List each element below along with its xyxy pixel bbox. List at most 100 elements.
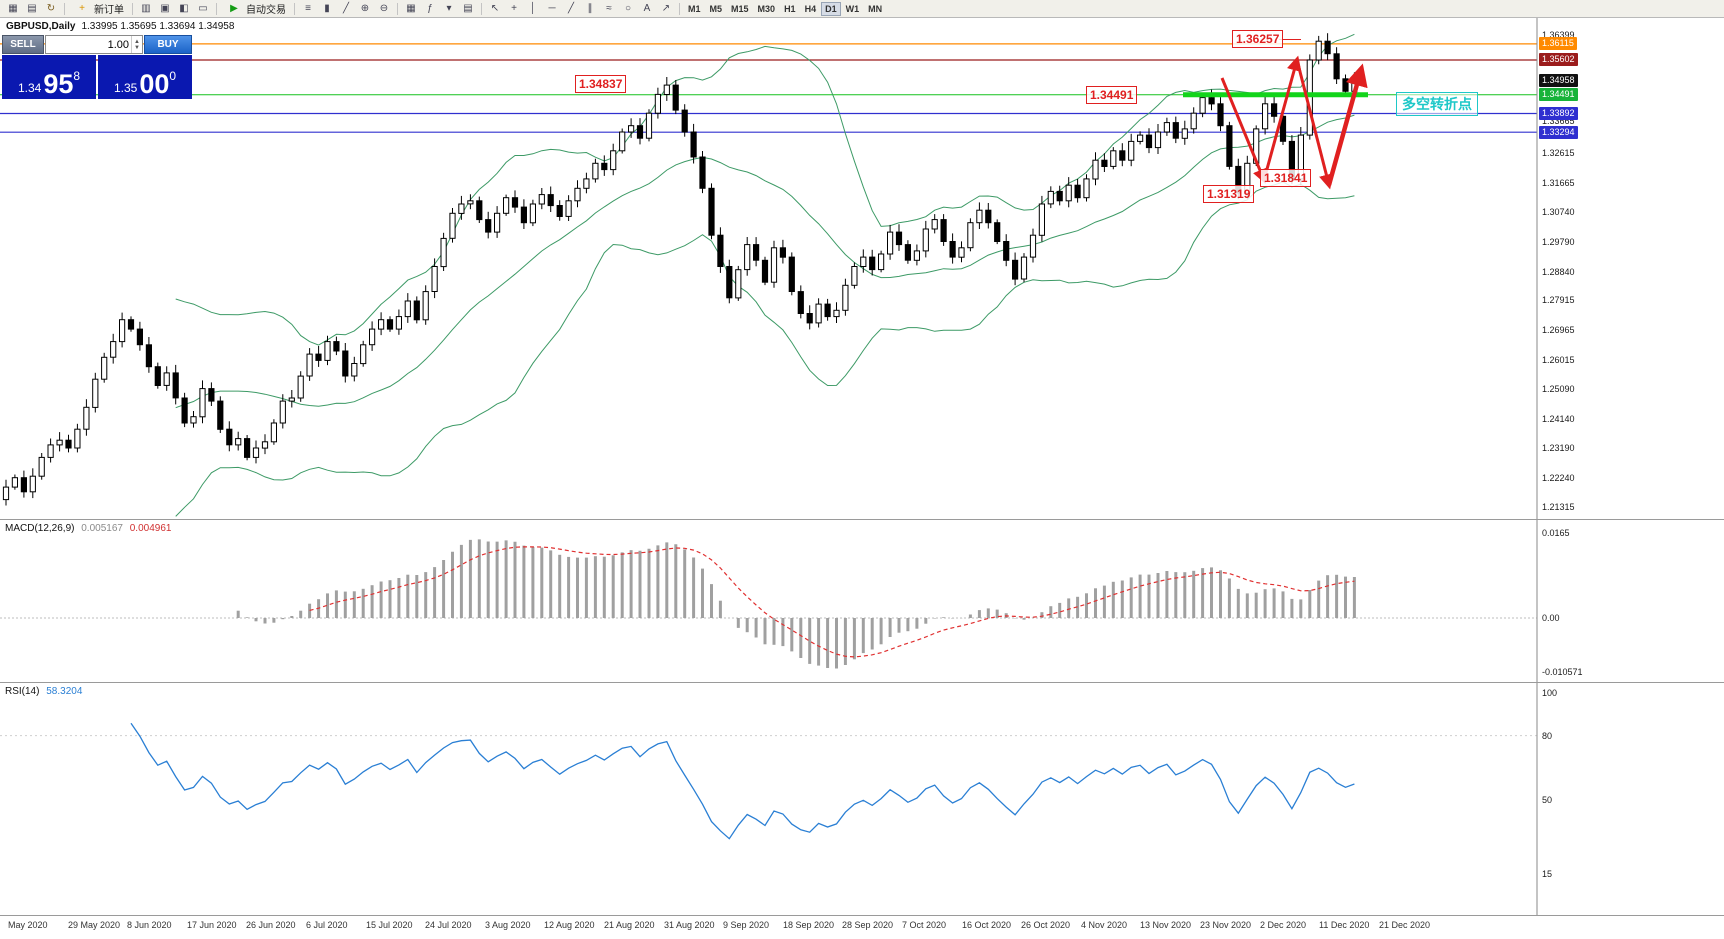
fibonacci-icon[interactable]: ≈ bbox=[606, 2, 612, 14]
timeframe-M1[interactable]: M1 bbox=[684, 1, 705, 16]
price-axis-label: 1.25090 bbox=[1542, 384, 1575, 394]
candle-body bbox=[136, 328, 144, 346]
candle-body bbox=[1029, 234, 1037, 258]
candle-body bbox=[395, 316, 402, 330]
timeframe-H4[interactable]: H4 bbox=[800, 1, 821, 16]
channel-icon[interactable]: ∥ bbox=[587, 2, 593, 14]
date-axis-label: May 2020 bbox=[8, 920, 48, 930]
indicators-icon[interactable]: ƒ bbox=[427, 2, 433, 14]
periods-icon[interactable]: ▾ bbox=[446, 2, 452, 14]
autotrading-icon: ▶ bbox=[230, 2, 238, 14]
timeframe-M30[interactable]: M30 bbox=[753, 1, 780, 16]
candle-body bbox=[449, 212, 456, 239]
toolbar-separator bbox=[64, 2, 65, 15]
candle-body bbox=[797, 291, 804, 315]
candle-body bbox=[101, 356, 108, 380]
candle-body bbox=[636, 125, 644, 139]
date-axis-label: 6 Jul 2020 bbox=[306, 920, 348, 930]
annotation-layer: 1.36257 1.34837 1.34491 1.31841 1.31319 bbox=[0, 18, 1724, 519]
timeframe-MN[interactable]: MN bbox=[864, 1, 887, 16]
ellipse-icon[interactable]: ○ bbox=[624, 2, 632, 14]
new-order-button[interactable]: + 新订单 bbox=[69, 1, 128, 17]
volume-input[interactable] bbox=[46, 36, 132, 53]
candle-body bbox=[1181, 128, 1188, 139]
candle-body bbox=[1226, 125, 1233, 167]
price-annotation[interactable]: 1.31319 bbox=[1203, 185, 1255, 203]
candle-body bbox=[333, 341, 340, 352]
timeframe-M15[interactable]: M15 bbox=[727, 1, 753, 16]
date-axis-label: 17 Jun 2020 bbox=[187, 920, 237, 930]
candle-body bbox=[645, 112, 653, 139]
crosshair-icon[interactable]: + bbox=[511, 2, 517, 14]
templates-icon[interactable]: ▤ bbox=[463, 2, 473, 14]
candle-body bbox=[681, 109, 688, 133]
bar-chart-icon[interactable]: ≡ bbox=[305, 2, 311, 14]
zoom-in-icon[interactable]: ⊕ bbox=[360, 2, 370, 14]
candle-body bbox=[610, 150, 617, 171]
terminal-icon[interactable]: ▭ bbox=[198, 2, 208, 14]
price-annotation[interactable]: 1.34837 bbox=[575, 75, 627, 93]
candlestick-chart[interactable] bbox=[0, 18, 1724, 519]
candle-body bbox=[1047, 190, 1054, 205]
price-annotation[interactable]: 1.36257 bbox=[1232, 30, 1284, 48]
price-annotation[interactable]: 1.31841 bbox=[1260, 169, 1312, 187]
price-axis-label: 1.32615 bbox=[1542, 148, 1575, 158]
symbol-timeframe-label: GBPUSD,Daily bbox=[6, 21, 76, 32]
timeframe-W1[interactable]: W1 bbox=[841, 1, 864, 16]
candle-body bbox=[1145, 134, 1153, 149]
spinner-down-icon[interactable]: ▼ bbox=[134, 44, 140, 51]
zigzag-arrow[interactable] bbox=[1295, 59, 1334, 190]
new-order-icon: + bbox=[79, 2, 85, 14]
zigzag-arrow[interactable] bbox=[1262, 55, 1302, 181]
arrow-tool-icon[interactable]: ↗ bbox=[661, 2, 671, 14]
cursor-icon[interactable]: ↖ bbox=[490, 2, 500, 14]
date-axis-label: 15 Jul 2020 bbox=[366, 920, 413, 930]
candle-body bbox=[1092, 159, 1099, 180]
zoom-out-icon[interactable]: ⊖ bbox=[379, 2, 389, 14]
candle-body bbox=[226, 428, 233, 446]
horizontal-line-icon[interactable]: ─ bbox=[548, 2, 556, 14]
candle-body bbox=[154, 366, 161, 387]
profiles-icon[interactable]: ▤ bbox=[27, 2, 37, 14]
autotrading-button[interactable]: ▶ 自动交易 bbox=[221, 1, 290, 17]
candle-body bbox=[583, 178, 590, 189]
zigzag-arrow[interactable] bbox=[1220, 77, 1267, 185]
zigzag-arrow[interactable] bbox=[1326, 63, 1368, 186]
trendline-icon[interactable]: ╱ bbox=[567, 2, 575, 14]
data-window-icon[interactable]: ▣ bbox=[160, 2, 170, 14]
rsi-chart[interactable] bbox=[0, 683, 1724, 915]
line-chart-icon[interactable]: ╱ bbox=[342, 2, 350, 14]
candle-body bbox=[922, 228, 929, 252]
macd-label: MACD(12,26,9) 0.005167 0.004961 bbox=[5, 523, 171, 534]
rsi-axis-label: 15 bbox=[1542, 869, 1553, 879]
vertical-line-icon[interactable]: │ bbox=[529, 2, 537, 14]
timeframe-D1[interactable]: D1 bbox=[821, 1, 841, 16]
price-annotation[interactable]: 1.34491 bbox=[1086, 86, 1138, 104]
sell-price-display[interactable]: 1.34 95 8 bbox=[2, 55, 96, 99]
navigator-icon[interactable]: ◧ bbox=[179, 2, 189, 14]
candle-body bbox=[83, 406, 90, 430]
timeframe-M5[interactable]: M5 bbox=[705, 1, 727, 16]
bollinger-upper bbox=[175, 33, 1355, 346]
price-axis-label: 1.33665 bbox=[1542, 116, 1575, 126]
refresh-icon[interactable]: ↻ bbox=[46, 2, 56, 14]
text-icon[interactable]: A bbox=[643, 2, 651, 14]
tile-windows-icon[interactable]: ▦ bbox=[406, 2, 416, 14]
macd-chart[interactable] bbox=[0, 520, 1724, 682]
spinner-up-icon[interactable]: ▲ bbox=[134, 38, 140, 45]
candle-body bbox=[2, 486, 10, 501]
candle-body bbox=[895, 231, 903, 246]
turning-point-label[interactable]: 多空转折点 bbox=[1396, 92, 1478, 116]
candle-body bbox=[663, 84, 670, 95]
candle-body bbox=[29, 475, 36, 493]
volume-spinner[interactable]: ▲ ▼ bbox=[131, 36, 142, 53]
sell-button[interactable]: SELL bbox=[2, 35, 44, 54]
buy-button[interactable]: BUY bbox=[144, 35, 192, 54]
market-watch-icon[interactable]: ▥ bbox=[141, 2, 151, 14]
candle-body bbox=[127, 319, 135, 330]
date-axis-label: 26 Oct 2020 bbox=[1021, 920, 1071, 930]
buy-price-display[interactable]: 1.35 00 0 bbox=[98, 55, 192, 99]
timeframe-H1[interactable]: H1 bbox=[780, 1, 800, 16]
candlestick-chart-icon[interactable]: ▮ bbox=[324, 2, 330, 14]
new-chart-icon[interactable]: ▦ bbox=[8, 2, 18, 14]
